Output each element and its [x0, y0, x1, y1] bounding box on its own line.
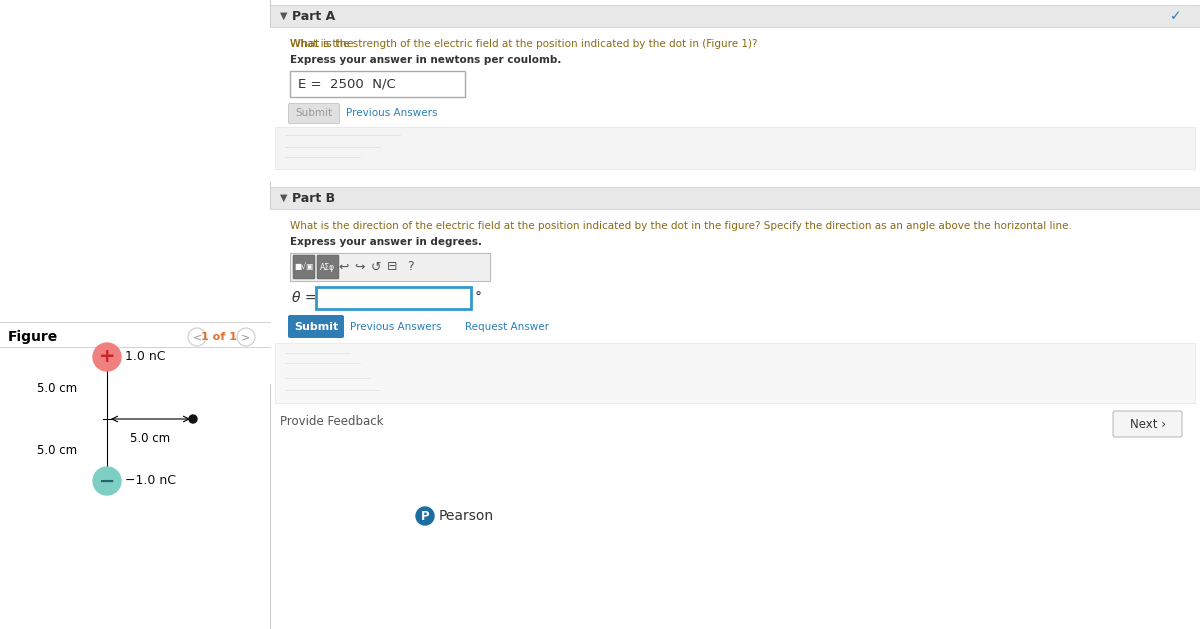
Text: P: P: [421, 509, 430, 523]
Text: ΑΣφ: ΑΣφ: [320, 262, 336, 272]
FancyBboxPatch shape: [317, 255, 340, 279]
Text: Pearson: Pearson: [439, 509, 494, 523]
Text: Request Answer: Request Answer: [466, 321, 550, 331]
Text: What is the strength of the electric field at the position indicated by the dot : What is the strength of the electric fie…: [290, 39, 757, 49]
FancyBboxPatch shape: [290, 71, 466, 97]
Text: Next ›: Next ›: [1129, 418, 1165, 430]
Text: What is the: What is the: [290, 39, 358, 49]
Text: Previous Answers: Previous Answers: [346, 108, 438, 118]
Text: 1 of 1: 1 of 1: [202, 332, 236, 342]
Text: θ =: θ =: [292, 291, 317, 305]
Text: ▼: ▼: [280, 193, 288, 203]
FancyBboxPatch shape: [288, 315, 344, 338]
FancyBboxPatch shape: [1114, 411, 1182, 437]
Text: −: −: [98, 472, 115, 491]
Bar: [270, 0, 1200, 629]
Bar: [270, 0, 1200, 629]
FancyBboxPatch shape: [288, 104, 340, 123]
Text: 5.0 cm: 5.0 cm: [130, 432, 170, 445]
FancyBboxPatch shape: [293, 255, 314, 279]
Bar: [0, 0, 270, 629]
Text: ■√▣: ■√▣: [294, 262, 313, 272]
Text: 1.0 nC: 1.0 nC: [125, 350, 166, 364]
Text: Express your answer in newtons per coulomb.: Express your answer in newtons per coulo…: [290, 55, 562, 65]
Text: Submit: Submit: [295, 108, 332, 118]
Text: +: +: [98, 347, 115, 367]
Text: 5.0 cm: 5.0 cm: [37, 382, 77, 394]
Bar: [270, 187, 1200, 209]
Text: Provide Feedback: Provide Feedback: [280, 415, 384, 428]
Text: E =  2500  N/C: E = 2500 N/C: [298, 77, 396, 91]
Text: Part B: Part B: [292, 191, 335, 204]
Text: −1.0 nC: −1.0 nC: [125, 474, 176, 487]
Bar: [270, 209, 1200, 384]
Text: What is the direction of the electric field at the position indicated by the dot: What is the direction of the electric fi…: [290, 221, 1072, 231]
Bar: [270, 27, 1200, 182]
Bar: [275, 343, 1195, 403]
Text: Express your answer in degrees.: Express your answer in degrees.: [290, 237, 482, 247]
Text: Figure: Figure: [8, 330, 59, 344]
Text: ↩: ↩: [338, 260, 349, 274]
Text: ▼: ▼: [280, 11, 288, 21]
Text: ↪: ↪: [355, 260, 365, 274]
Text: ✓: ✓: [1170, 9, 1182, 23]
Text: 5.0 cm: 5.0 cm: [37, 443, 77, 457]
Bar: [270, 5, 1200, 27]
Circle shape: [94, 343, 121, 371]
FancyBboxPatch shape: [316, 287, 470, 309]
Text: >: >: [241, 332, 251, 342]
Circle shape: [190, 415, 197, 423]
Text: ↺: ↺: [371, 260, 382, 274]
Circle shape: [416, 507, 434, 525]
Text: Previous Answers: Previous Answers: [350, 321, 442, 331]
Text: ⊟: ⊟: [386, 260, 397, 274]
Text: <: <: [192, 332, 202, 342]
Text: Submit: Submit: [294, 321, 338, 331]
Bar: [275, 127, 1195, 169]
FancyBboxPatch shape: [290, 253, 490, 281]
Circle shape: [94, 467, 121, 495]
Text: Part A: Part A: [292, 9, 335, 23]
Text: ?: ?: [407, 260, 413, 274]
Bar: [0, 0, 270, 629]
Text: °: °: [475, 291, 482, 305]
